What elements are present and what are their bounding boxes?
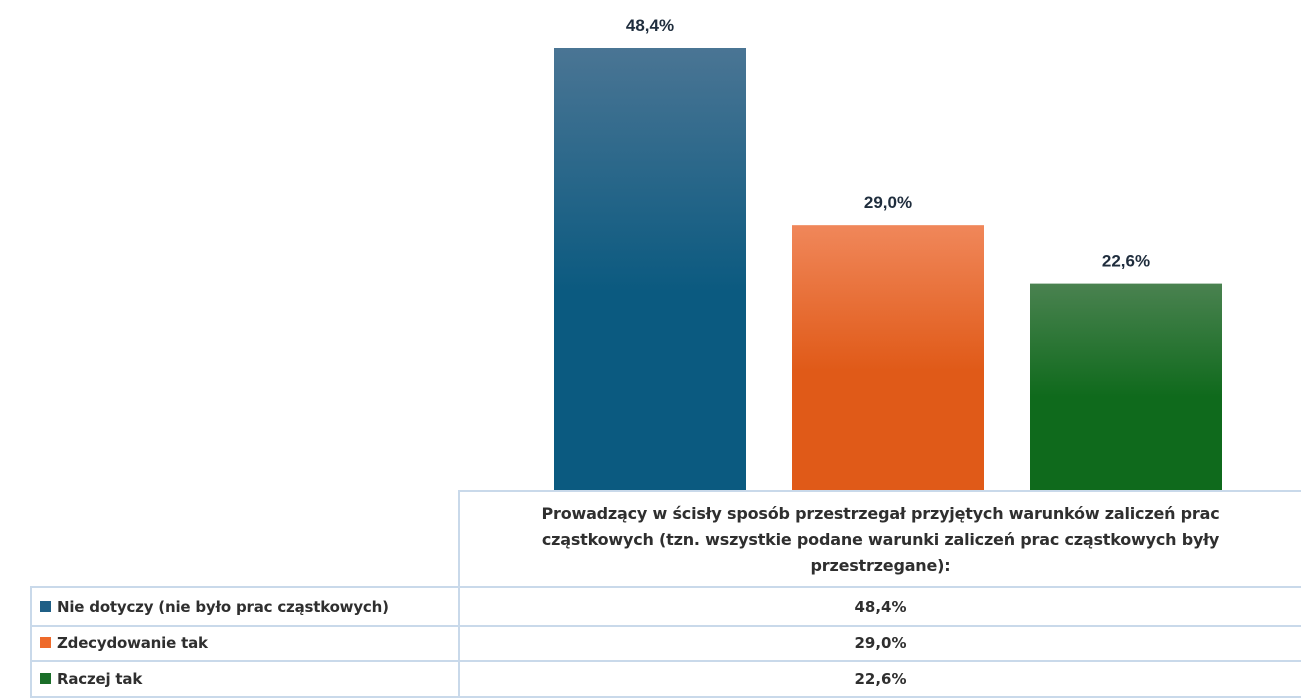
bar-nie-dotyczy (554, 48, 746, 490)
table-line-top (460, 490, 1301, 492)
legend-swatch (40, 673, 51, 684)
table-line-row2 (30, 660, 1301, 662)
legend-label: Zdecydowanie tak (57, 633, 208, 652)
table-value-zdecydowanie-tak: 29,0% (854, 633, 907, 652)
bars-group: 48,4% 29,0% 22,6% (554, 16, 1222, 490)
table-line-left-header (458, 490, 460, 698)
table-line-row1 (30, 625, 1301, 627)
bar-zdecydowanie-tak (792, 225, 984, 490)
table-line-left-legend (30, 586, 32, 698)
chart-plot: 48,4% 29,0% 22,6% (554, 16, 1222, 490)
legend-entry-raczej-tak: Raczej tak (34, 664, 458, 693)
data-label-nie-dotyczy: 48,4% (626, 16, 674, 35)
legend-entry-zdecydowanie-tak: Zdecydowanie tak (34, 628, 458, 657)
legend-label: Raczej tak (57, 669, 143, 688)
legend-swatch (40, 601, 51, 612)
legend-entry-nie-dotyczy: Nie dotyczy (nie było prac cząstkowych) (34, 592, 458, 621)
data-label-raczej-tak: 22,6% (1102, 252, 1150, 271)
bar-raczej-tak (1030, 283, 1222, 490)
table-value-raczej-tak: 22,6% (854, 669, 907, 688)
data-label-zdecydowanie-tak: 29,0% (864, 193, 912, 212)
table-value-nie-dotyczy: 48,4% (854, 597, 907, 616)
category-header: Prowadzący w ścisły sposób przestrzegał … (541, 504, 1220, 575)
table-line-header-bottom (30, 586, 1301, 588)
legend-swatch (40, 637, 51, 648)
legend-label: Nie dotyczy (nie było prac cząstkowych) (57, 597, 389, 616)
